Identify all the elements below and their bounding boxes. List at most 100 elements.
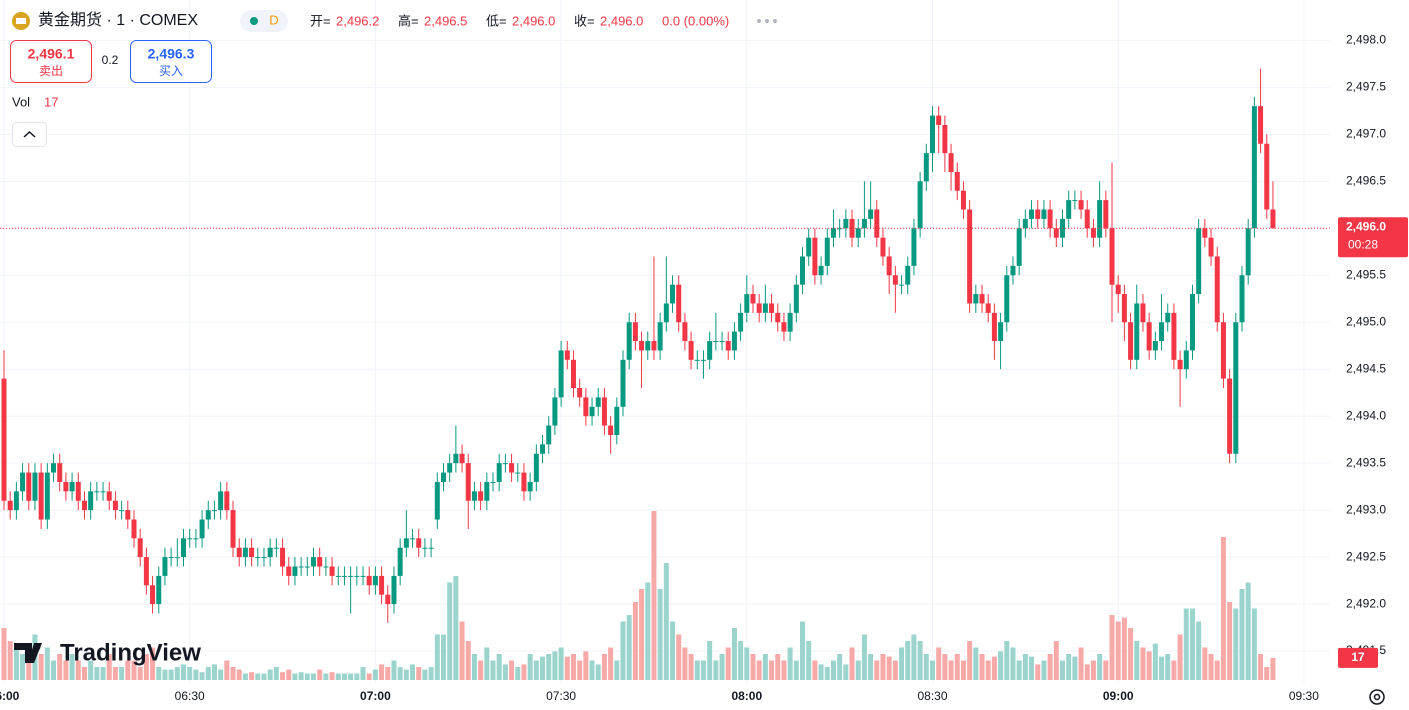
volume-bar bbox=[769, 660, 775, 680]
volume-bar bbox=[26, 660, 32, 680]
candle-body bbox=[719, 341, 725, 343]
volume-bar bbox=[224, 660, 230, 680]
y-tick-label: 2,493.5 bbox=[1346, 455, 1386, 469]
y-tick-label: 2,495.0 bbox=[1346, 314, 1386, 328]
candle-body bbox=[793, 284, 799, 313]
volume-bar bbox=[106, 654, 112, 680]
volume-bar bbox=[490, 660, 496, 680]
volume-bar bbox=[1220, 537, 1226, 680]
candle-body bbox=[713, 341, 719, 343]
settings-button[interactable] bbox=[1369, 689, 1385, 705]
volume-bar bbox=[1047, 654, 1053, 680]
volume-bar bbox=[936, 647, 942, 680]
volume-bar bbox=[7, 641, 13, 680]
volume-bar bbox=[967, 641, 973, 680]
volume-bar bbox=[744, 647, 750, 680]
candle-body bbox=[1140, 303, 1146, 323]
volume-bar bbox=[1258, 654, 1264, 680]
volume-bar bbox=[267, 669, 273, 680]
volume-bar bbox=[1115, 621, 1121, 680]
candle-body bbox=[1134, 303, 1140, 360]
volume-bar bbox=[670, 621, 676, 680]
volume-bar bbox=[509, 660, 515, 680]
close-value: 2,496.0 bbox=[600, 13, 643, 28]
volume-bar bbox=[249, 672, 255, 680]
candle-body bbox=[967, 209, 973, 304]
candle-body bbox=[886, 256, 892, 276]
collapse-button[interactable] bbox=[12, 122, 47, 147]
candle-body bbox=[143, 557, 149, 586]
candle-body bbox=[1233, 322, 1239, 454]
buy-price: 2,496.3 bbox=[148, 46, 195, 62]
candle-body bbox=[917, 181, 923, 229]
candle-body bbox=[657, 322, 663, 351]
candle-body bbox=[682, 322, 688, 342]
candle-body bbox=[1004, 275, 1010, 323]
volume-bar bbox=[162, 669, 168, 680]
high-key: 高= bbox=[398, 13, 419, 28]
volume-bar bbox=[626, 615, 632, 680]
candle-body bbox=[570, 359, 576, 389]
volume-bar bbox=[1208, 654, 1214, 680]
candle-body bbox=[57, 463, 63, 482]
candle-body bbox=[1152, 341, 1158, 351]
y-tick-label: 2,497.0 bbox=[1346, 127, 1386, 141]
sell-button[interactable] bbox=[10, 40, 92, 83]
candle-body bbox=[187, 538, 193, 540]
candle-body bbox=[261, 557, 267, 559]
status-pill[interactable] bbox=[240, 10, 288, 32]
candle-body bbox=[1159, 322, 1165, 342]
volume-key: Vol bbox=[12, 94, 30, 109]
candle-body bbox=[100, 491, 106, 493]
x-tick-label: 07:00 bbox=[360, 689, 391, 703]
volume-bar bbox=[434, 634, 440, 680]
volume-bar bbox=[1022, 654, 1028, 680]
candle-body bbox=[1214, 256, 1220, 323]
candle-body bbox=[694, 359, 700, 361]
volume-bar bbox=[416, 667, 422, 680]
candle-body bbox=[1109, 228, 1115, 285]
volume-bar bbox=[143, 654, 149, 680]
volume-bar bbox=[1152, 643, 1158, 680]
volume-bar bbox=[1233, 608, 1239, 680]
candle-body bbox=[892, 275, 898, 285]
candle-body bbox=[1183, 350, 1189, 370]
volume-bar bbox=[855, 660, 861, 680]
volume-bar bbox=[75, 660, 81, 680]
volume-bar bbox=[899, 647, 905, 680]
candle-body bbox=[490, 481, 496, 483]
candle-body bbox=[830, 228, 836, 238]
candle-body bbox=[707, 341, 713, 360]
candle-body bbox=[1270, 209, 1276, 229]
status-dot bbox=[250, 17, 258, 25]
buy-button[interactable] bbox=[130, 40, 212, 83]
candle-body bbox=[626, 322, 632, 360]
candle-layer bbox=[1, 68, 1276, 623]
candle-body bbox=[1047, 209, 1053, 229]
candle-body bbox=[478, 491, 484, 501]
volume-bar bbox=[1097, 654, 1103, 680]
candle-body bbox=[156, 575, 162, 605]
x-tick-label: 09:30 bbox=[1289, 689, 1319, 703]
volume-bar bbox=[236, 669, 242, 680]
volume-bar bbox=[657, 589, 663, 680]
volume-bar bbox=[273, 667, 279, 680]
volume-bar bbox=[589, 660, 595, 680]
symbol-icon-bar bbox=[16, 18, 26, 24]
x-tick-label: 08:00 bbox=[731, 689, 762, 703]
candle-body bbox=[236, 547, 242, 558]
more-button[interactable] bbox=[757, 19, 777, 23]
candle-body bbox=[899, 284, 905, 286]
volume-bar bbox=[837, 654, 843, 680]
close-key: 收= bbox=[574, 13, 595, 28]
open-key: 开= bbox=[310, 13, 331, 28]
candle-body bbox=[162, 557, 168, 576]
candle-body bbox=[509, 463, 515, 473]
axes: 2,498.0 2,497.5 2,497.0 2,496.5 2,496.0 2,495… bbox=[0, 33, 1408, 703]
candle-body bbox=[94, 491, 100, 493]
volume-bar bbox=[335, 673, 341, 680]
volume-bar bbox=[583, 651, 589, 680]
volume-bar bbox=[181, 664, 187, 680]
volume-bar bbox=[1010, 647, 1016, 680]
